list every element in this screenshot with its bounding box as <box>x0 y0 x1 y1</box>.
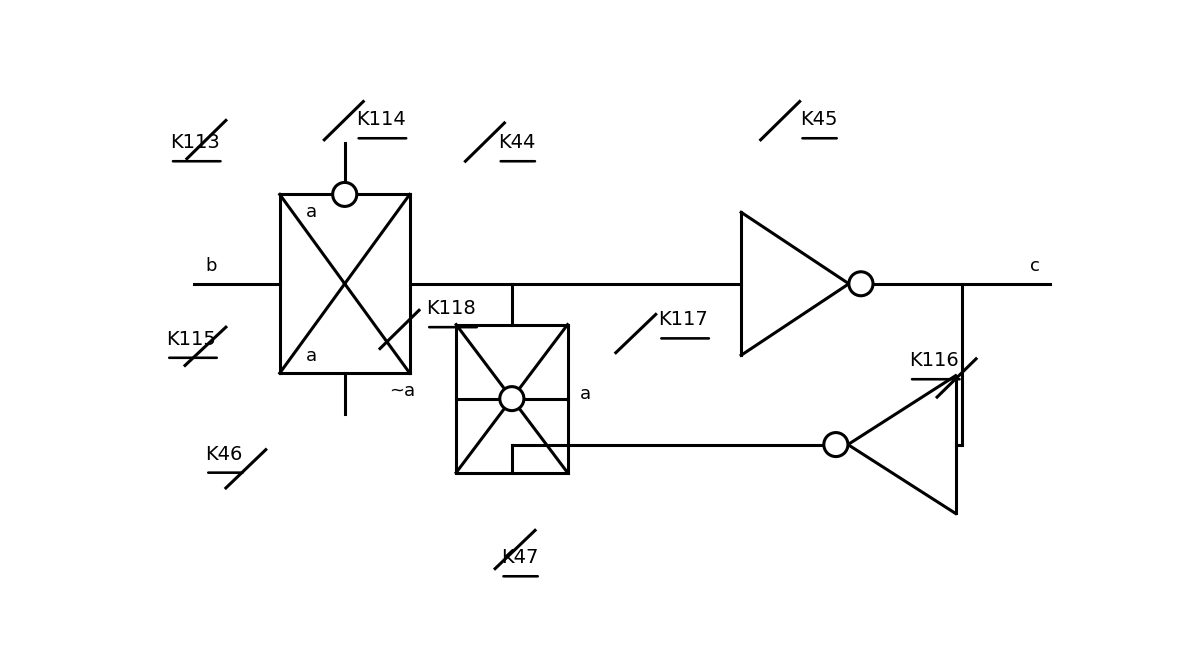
Text: b: b <box>206 257 217 275</box>
Text: K115: K115 <box>167 330 217 349</box>
Ellipse shape <box>500 387 524 410</box>
Text: K45: K45 <box>800 110 837 129</box>
Text: K114: K114 <box>356 110 406 129</box>
Text: K44: K44 <box>498 133 536 152</box>
Text: a: a <box>305 204 316 221</box>
Text: c: c <box>1030 257 1040 275</box>
Ellipse shape <box>849 272 873 296</box>
Text: a: a <box>580 385 591 402</box>
Ellipse shape <box>824 432 848 457</box>
Text: K117: K117 <box>659 310 708 330</box>
Text: K116: K116 <box>909 351 958 370</box>
Ellipse shape <box>333 182 357 206</box>
Text: ~a: ~a <box>389 382 416 400</box>
Text: a: a <box>305 347 316 365</box>
Text: K47: K47 <box>501 548 538 568</box>
Text: K113: K113 <box>170 133 220 152</box>
Text: K46: K46 <box>206 445 243 463</box>
Text: K118: K118 <box>426 299 476 318</box>
